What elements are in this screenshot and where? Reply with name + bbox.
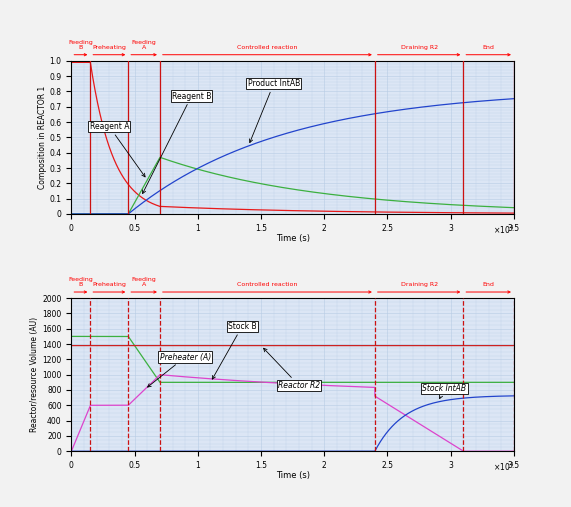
Text: Controlled reaction: Controlled reaction bbox=[237, 282, 297, 287]
Text: Reagent A: Reagent A bbox=[90, 122, 145, 177]
X-axis label: Time (s): Time (s) bbox=[276, 472, 309, 480]
Text: Preheating: Preheating bbox=[93, 45, 126, 50]
Text: Feeding
B: Feeding B bbox=[69, 40, 93, 50]
Text: $\times 10^4$: $\times 10^4$ bbox=[493, 224, 514, 236]
Text: Reagent B: Reagent B bbox=[143, 92, 211, 194]
Text: End: End bbox=[482, 282, 494, 287]
Text: Controlled reaction: Controlled reaction bbox=[237, 45, 297, 50]
Text: Stock IntAB: Stock IntAB bbox=[423, 384, 467, 399]
Text: End: End bbox=[482, 45, 494, 50]
Text: Preheating: Preheating bbox=[93, 282, 126, 287]
Text: Feeding
A: Feeding A bbox=[132, 277, 156, 287]
Text: Product IntAB: Product IntAB bbox=[248, 79, 300, 142]
Y-axis label: Reactor/resource Volume (AU): Reactor/resource Volume (AU) bbox=[30, 317, 39, 432]
Text: Feeding
A: Feeding A bbox=[132, 40, 156, 50]
X-axis label: Time (s): Time (s) bbox=[276, 234, 309, 243]
Y-axis label: Composition in REACTOR 1: Composition in REACTOR 1 bbox=[38, 86, 47, 189]
Text: Draining R2: Draining R2 bbox=[400, 282, 437, 287]
Text: $\times 10^4$: $\times 10^4$ bbox=[493, 461, 514, 473]
Text: Preheater (A): Preheater (A) bbox=[148, 352, 211, 387]
Text: Reactor R2: Reactor R2 bbox=[264, 348, 320, 390]
Text: Draining R2: Draining R2 bbox=[400, 45, 437, 50]
Text: Stock B: Stock B bbox=[212, 322, 256, 379]
Text: Feeding
B: Feeding B bbox=[69, 277, 93, 287]
